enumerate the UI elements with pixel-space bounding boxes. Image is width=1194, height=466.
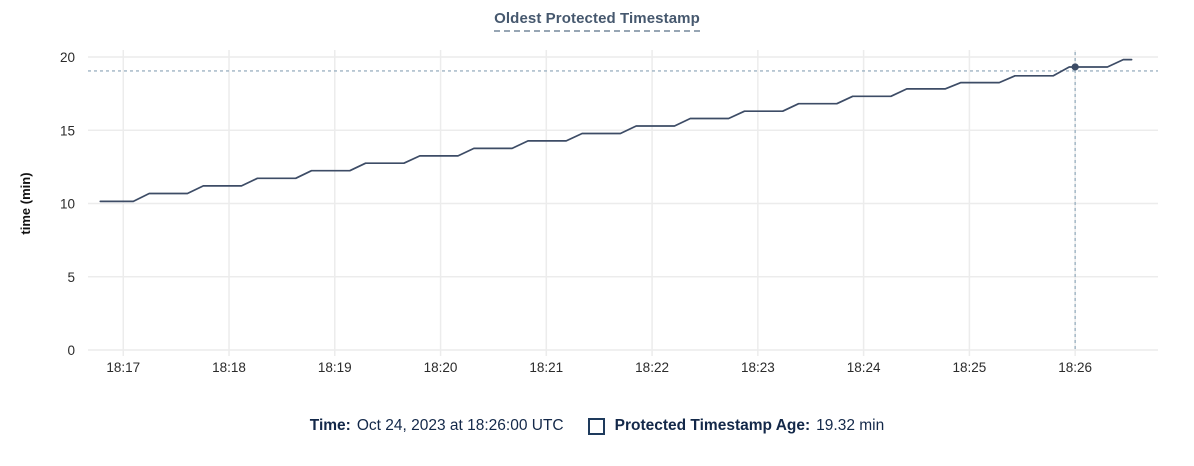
series-line bbox=[99, 58, 1133, 203]
y-tick-label: 15 bbox=[60, 123, 75, 138]
y-tick-label: 0 bbox=[67, 343, 75, 358]
legend-item-protected-timestamp-age[interactable]: Protected Timestamp Age: 19.32 min bbox=[587, 417, 885, 435]
hover-point-marker bbox=[1071, 63, 1079, 71]
chart-svg[interactable]: 0 5 10 15 20 18:17 18:18 18:19 18:20 18:21 18:22 18… bbox=[0, 0, 1194, 400]
x-tick-label: 18:23 bbox=[741, 360, 775, 375]
x-tick-label: 18:25 bbox=[952, 360, 986, 375]
x-tick-label: 18:24 bbox=[847, 360, 881, 375]
chart-hover-legend: Time: Oct 24, 2023 at 18:26:00 UTC Prote… bbox=[0, 417, 1194, 435]
legend-checkbox-icon[interactable] bbox=[587, 417, 605, 435]
x-tick-label: 18:26 bbox=[1058, 360, 1092, 375]
chart-title-row: Oldest Protected Timestamp bbox=[0, 10, 1194, 32]
y-axis-title: time (min) bbox=[18, 172, 33, 234]
x-tick-label: 18:20 bbox=[424, 360, 458, 375]
legend-series-label: Protected Timestamp Age: bbox=[614, 417, 811, 434]
hover-time-value: Oct 24, 2023 at 18:26:00 UTC bbox=[356, 417, 564, 434]
x-tick-label: 18:17 bbox=[106, 360, 140, 375]
x-tick-label: 18:22 bbox=[635, 360, 669, 375]
legend-series-value: 19.32 min bbox=[816, 417, 885, 434]
x-tick-label: 18:21 bbox=[529, 360, 563, 375]
x-tick-label: 18:19 bbox=[318, 360, 352, 375]
y-tick-label: 20 bbox=[60, 50, 75, 65]
x-tick-label: 18:18 bbox=[212, 360, 246, 375]
hover-time-label: Time: bbox=[309, 417, 351, 434]
chart-title[interactable]: Oldest Protected Timestamp bbox=[494, 10, 700, 32]
hover-time: Time: Oct 24, 2023 at 18:26:00 UTC bbox=[310, 417, 564, 435]
y-tick-label: 5 bbox=[67, 270, 75, 285]
y-tick-label: 10 bbox=[60, 197, 75, 212]
